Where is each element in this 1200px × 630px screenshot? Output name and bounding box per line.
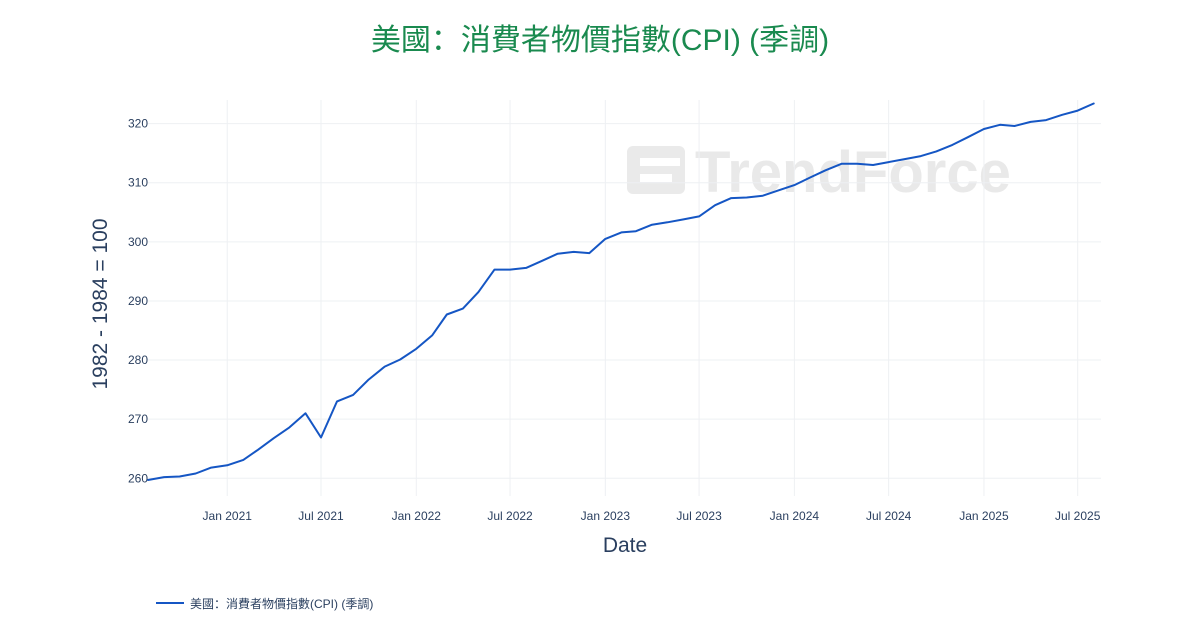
x-tick-label: Jul 2024 [866,509,912,523]
trendforce-watermark: TrendForce [627,140,1011,205]
x-tick-label: Jan 2021 [203,509,253,523]
trendforce-logo-mark [627,146,685,194]
chart-title: 美國：消費者物價指數(CPI) (季調) [371,24,829,57]
x-axis-ticks: Jan 2021 Jul 2021 Jan 2022 Jul 2022 Jan 2023… [203,509,1101,523]
legend[interactable]: 美國：消費者物價指數(CPI) (季調) [156,596,373,611]
x-axis-title: Date [603,534,647,557]
y-axis-ticks: 260 270 280 290 300 310 320 [128,117,148,486]
series-layer [147,102,1095,481]
y-axis-title: 1982 - 1984 = 100 [89,218,112,389]
x-tick-label: Jul 2023 [676,509,722,523]
x-tick-label: Jul 2021 [298,509,344,523]
y-tick-label: 320 [128,117,148,131]
x-tick-label: Jan 2022 [392,509,442,523]
grid-lines [148,100,1101,496]
series-line-0 [147,102,1095,481]
y-tick-label: 280 [128,353,148,367]
x-tick-label: Jan 2023 [581,509,631,523]
y-tick-label: 300 [128,235,148,249]
y-tick-label: 260 [128,471,148,485]
x-tick-label: Jan 2024 [770,509,820,523]
x-tick-label: Jul 2022 [487,509,533,523]
x-tick-label: Jan 2025 [959,509,1009,523]
watermark-text: TrendForce [695,140,1011,205]
y-tick-label: 290 [128,294,148,308]
x-tick-label: Jul 2025 [1055,509,1101,523]
y-tick-label: 270 [128,412,148,426]
legend-label: 美國：消費者物價指數(CPI) (季調) [190,596,373,611]
y-tick-label: 310 [128,176,148,190]
